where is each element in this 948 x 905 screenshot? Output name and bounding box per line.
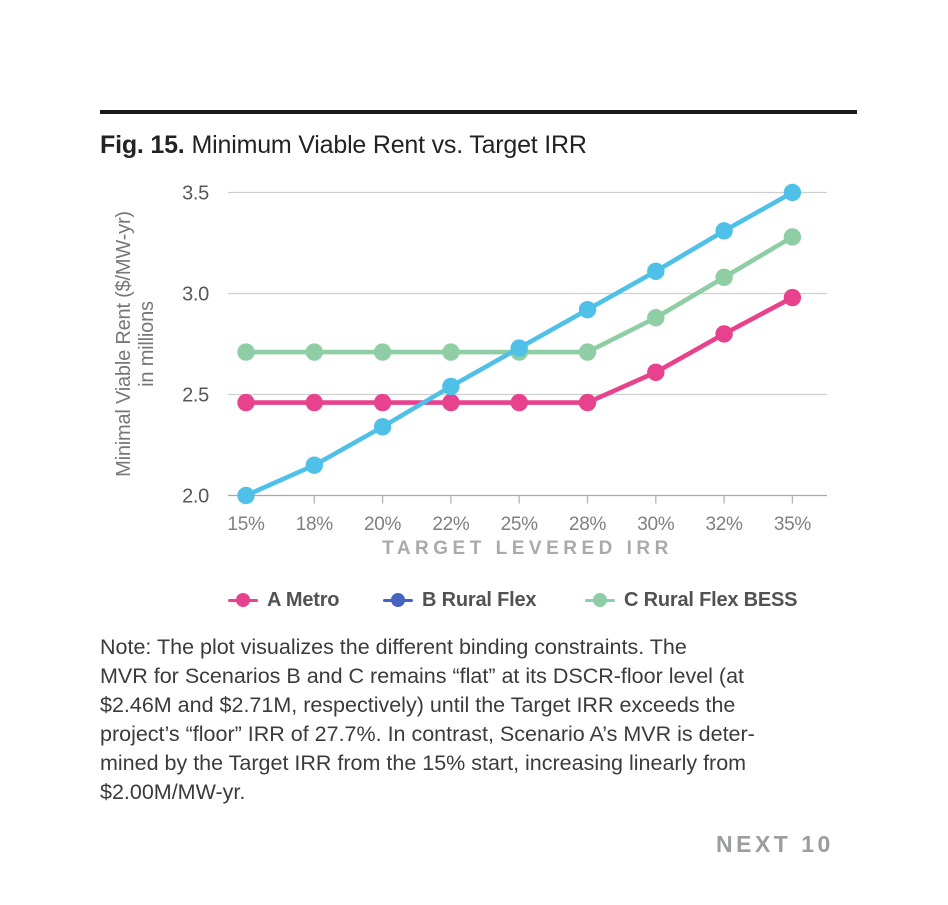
figure-note: Note: The plot visualizes the different … <box>100 633 860 807</box>
y-tick-label: 2.0 <box>182 486 209 508</box>
x-axis-label: TARGET LEVERED IRR <box>382 538 673 559</box>
data-point-c-rural-flex-bess <box>373 343 392 361</box>
series-b-rural-flex <box>237 183 802 505</box>
x-axis-tick-marks <box>245 495 794 504</box>
x-tick-labels: 15% 18% 20% 22% 25% 28% 30% 32% 35% <box>227 514 811 535</box>
data-point-a-metro <box>783 288 802 307</box>
y-tick-label: 2.5 <box>182 385 209 407</box>
x-tick-label: 32% <box>706 514 744 535</box>
series-line-b-rural-flex <box>243 190 795 498</box>
series-line-a-metro <box>243 295 795 405</box>
x-tick-label: 28% <box>569 514 607 535</box>
data-point-a-metro <box>715 325 733 343</box>
note-line: mined by the Target IRR from the 15% sta… <box>100 751 747 775</box>
y-tick-labels: 2.0 2.5 3.0 3.5 <box>182 183 209 508</box>
data-point-c-rural-flex-bess <box>715 268 733 287</box>
legend-label-a-metro: A Metro <box>267 588 340 611</box>
legend-label-b-rural-flex: B Rural Flex <box>422 588 537 611</box>
figure-title: Fig. 15. Minimum Viable Rent vs. Target I… <box>100 131 587 160</box>
x-tick-label: 30% <box>637 514 675 535</box>
chart-legend: A Metro B Rural Flex C Rural Flex BESS <box>0 586 948 614</box>
x-tick-label: 35% <box>774 514 812 535</box>
data-point-c-rural-flex-bess <box>442 343 460 361</box>
data-point-a-metro <box>578 393 597 412</box>
note-line: project’s “floor” IRR of 27.7%. In contr… <box>100 722 755 746</box>
legend-item-a-metro: A Metro <box>228 586 340 614</box>
legend-item-b-rural-flex: B Rural Flex <box>383 586 537 614</box>
series-a-metro <box>237 288 802 412</box>
top-rule <box>100 110 857 114</box>
series-line-c-rural-flex-bess <box>243 234 795 355</box>
data-point-b-rural-flex <box>647 262 665 280</box>
data-point-a-metro <box>305 393 323 412</box>
note-line: $2.46M and $2.71M, respectively) until t… <box>100 693 736 717</box>
series-c-rural-flex-bess <box>237 228 802 361</box>
legend-label-c-rural-flex-bess: C Rural Flex BESS <box>624 588 798 611</box>
data-point-c-rural-flex-bess <box>305 343 323 361</box>
legend-marker-b-rural-flex-icon <box>383 592 413 608</box>
data-point-c-rural-flex-bess <box>783 228 802 246</box>
figure-number: Fig. 15. <box>100 131 185 159</box>
note-line: MVR for Scenarios B and C remains “flat”… <box>100 664 745 688</box>
data-point-a-metro <box>373 393 392 412</box>
data-point-b-rural-flex <box>783 183 802 202</box>
data-point-c-rural-flex-bess <box>578 343 597 361</box>
data-point-c-rural-flex-bess <box>647 309 665 327</box>
data-point-b-rural-flex <box>510 339 528 357</box>
data-point-a-metro <box>237 393 255 412</box>
data-point-b-rural-flex <box>578 300 597 319</box>
data-point-b-rural-flex <box>237 486 255 505</box>
data-point-a-metro <box>647 363 665 381</box>
data-point-b-rural-flex <box>442 377 460 396</box>
y-axis-label-line2: in millions <box>136 301 158 387</box>
data-point-a-metro <box>510 393 528 412</box>
gridlines <box>228 191 827 497</box>
data-point-b-rural-flex <box>715 222 733 240</box>
data-point-b-rural-flex <box>305 456 323 474</box>
data-point-b-rural-flex <box>373 418 392 436</box>
legend-marker-c-rural-flex-bess-icon <box>585 592 615 608</box>
x-tick-label: 20% <box>364 514 402 535</box>
note-line: Note: The plot visualizes the different … <box>100 635 687 659</box>
next10-logo: NEXT 10 <box>716 831 834 857</box>
data-point-c-rural-flex-bess <box>237 343 255 361</box>
note-line: $2.00M/MW-yr. <box>100 780 246 804</box>
legend-item-c-rural-flex-bess: C Rural Flex BESS <box>585 586 798 614</box>
y-axis-label: Minimal Viable Rent ($/MW-yr) in million… <box>113 174 159 514</box>
x-tick-label: 25% <box>501 514 539 535</box>
data-point-a-metro <box>442 393 460 412</box>
x-tick-label: 15% <box>227 514 265 535</box>
y-axis-label-line1: Minimal Viable Rent ($/MW-yr) <box>113 211 135 477</box>
figure-title-text: Minimum Viable Rent vs. Target IRR <box>191 131 587 159</box>
x-tick-label: 18% <box>296 514 334 535</box>
legend-marker-a-metro-icon <box>228 592 258 608</box>
x-tick-label: 22% <box>432 514 470 535</box>
y-tick-label: 3.0 <box>182 284 209 306</box>
y-tick-label: 3.5 <box>182 183 209 205</box>
data-point-c-rural-flex-bess <box>510 343 528 361</box>
